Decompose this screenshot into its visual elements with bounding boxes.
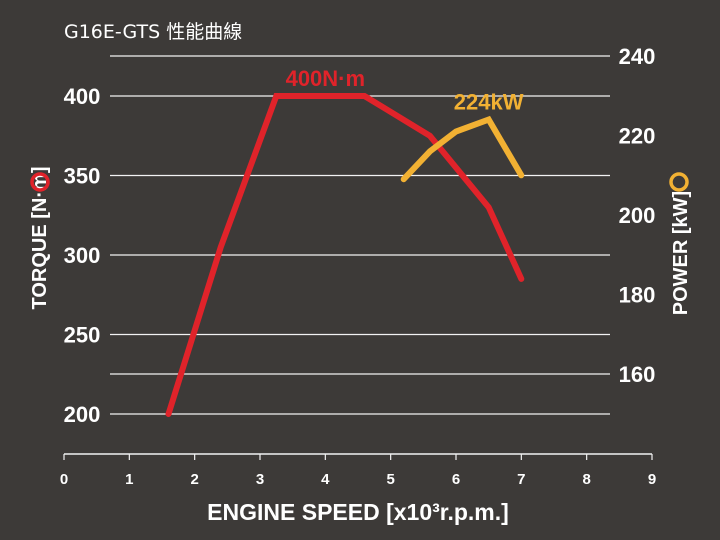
x-tick-label: 2	[190, 471, 198, 488]
x-tick-label: 4	[321, 471, 330, 488]
y-right-tick-label: 240	[619, 44, 656, 69]
x-tick-label: 8	[582, 471, 590, 488]
y-right-tick-label: 220	[619, 124, 656, 149]
torque-annotation: 400N·m	[286, 66, 365, 91]
y-left-tick-label: 350	[64, 164, 101, 189]
torque-marker-icon	[30, 172, 50, 192]
y-left-tick-label: 300	[64, 243, 101, 268]
x-tick-label: 7	[517, 471, 525, 488]
series-lines	[165, 93, 525, 417]
power-annotation: 224kW	[454, 90, 524, 115]
x-tick-label: 3	[256, 471, 264, 488]
torque-line	[165, 93, 525, 417]
y-left-tick-label: 200	[64, 402, 101, 427]
x-axis-label: ENGINE SPEED [x10³r.p.m.]	[207, 499, 509, 525]
x-tick-label: 1	[125, 471, 133, 488]
y-right-tick-label: 160	[619, 362, 656, 387]
x-tick-label: 5	[386, 471, 394, 488]
power-line	[400, 115, 525, 183]
y-left-axis-label: TORQUE [N·m]	[29, 167, 51, 310]
x-tick-label: 0	[60, 471, 68, 488]
y-right-tick-label: 200	[619, 203, 656, 228]
y-left-tick-label: 250	[64, 323, 101, 348]
x-tick-label: 6	[452, 471, 460, 488]
power-marker-icon	[669, 172, 689, 192]
annotations: 400N·m 224kW	[286, 66, 524, 115]
y-right-tick-label: 180	[619, 283, 656, 308]
x-tick-label: 9	[648, 471, 656, 488]
y-right-axis-label: POWER [kW]	[670, 191, 692, 315]
axes: 0 1 2 3 4 5 6 7 8 9 200 250 300 350 400 160 180 200 220 240	[60, 44, 656, 488]
chart-title: G16E-GTS 性能曲線	[64, 21, 242, 43]
y-left-tick-label: 400	[64, 84, 101, 109]
